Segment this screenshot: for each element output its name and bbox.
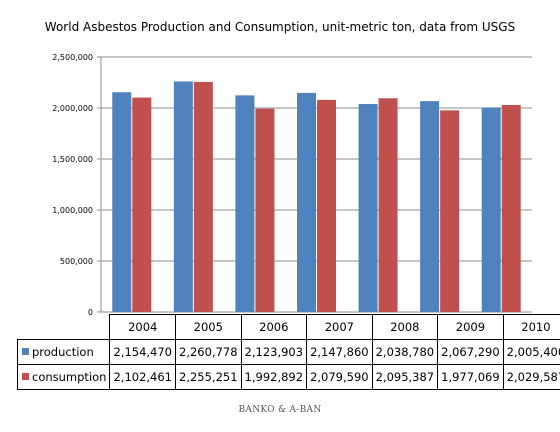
bar-consumption-2006 [255,108,275,313]
bar-production-2006 [235,95,255,312]
table-value-consumption-2004: 2,102,461 [109,364,176,390]
bar-production-2009 [420,101,440,313]
y-tick-label: 2,000,000 [52,104,93,113]
bar-consumption-2007 [317,99,336,312]
bar-consumption-2009 [440,110,460,312]
y-tick-label: 500,000 [60,257,93,266]
data-table-wrapper: 2004 2005 2006 2007 2008 2009 2010 production … [16,314,560,390]
table-value-production-2009: 2,067,290 [437,339,504,365]
bar-consumption-2010 [501,104,521,313]
table-category-2004: 2004 [109,314,176,340]
table-value-consumption-2010: 2,029,587 [502,364,560,390]
table-category-2010: 2010 [502,314,560,340]
bar-production-2010 [481,107,501,312]
y-tick-label: 2,500,000 [52,53,93,62]
series-label-production: production [16,339,111,365]
table-value-production-2006: 2,123,903 [240,339,308,365]
table-value-consumption-2009: 1,977,069 [437,364,504,390]
table-value-production-2008: 2,038,780 [371,339,439,365]
table-header-row: 2004 2005 2006 2007 2008 2009 2010 [17,314,560,340]
series-name-consumption: consumption [32,370,107,384]
chart-title: World Asbestos Production and Consumptio… [44,20,516,34]
table-corner [17,314,111,340]
table-value-production-2005: 2,260,778 [175,339,242,365]
consumption-legend-swatch [22,373,29,380]
table-value-consumption-2008: 2,095,387 [371,364,439,390]
y-tick-label: 0 [88,308,93,317]
table-value-consumption-2005: 2,255,251 [175,364,242,390]
table-category-2008: 2008 [371,314,439,340]
table-category-2005: 2005 [175,314,242,340]
bar-consumption-2005 [193,81,213,312]
table-category-2006: 2006 [240,314,308,340]
table-value-production-2007: 2,147,860 [306,339,373,365]
table-value-production-2004: 2,154,470 [109,339,176,365]
y-tick-label: 1,500,000 [52,155,93,164]
footer-credit: BANKO & A-BAN [238,405,322,415]
table-value-consumption-2006: 1,992,892 [240,364,308,390]
table-category-2009: 2009 [437,314,504,340]
data-table: 2004 2005 2006 2007 2008 2009 2010 production … [16,314,560,390]
bars [112,81,521,313]
bar-production-2004 [112,92,132,313]
table-row-consumption: consumption 2,102,461 2,255,251 1,992,892 2… [16,364,560,390]
table-category-2007: 2007 [306,314,373,340]
table-row-production: production 2,154,470 2,260,778 2,123,903 2,… [16,339,560,365]
y-axis: 0 500,000 1,000,000 1,500,000 2,000,000 2,500… [52,53,102,317]
table-value-consumption-2007: 2,079,590 [306,364,373,390]
bar-production-2008 [358,104,378,313]
series-name-production: production [32,345,94,359]
production-legend-swatch [22,348,29,355]
bar-consumption-2004 [132,97,152,312]
bar-consumption-2008 [378,98,398,312]
series-label-consumption: consumption [16,364,111,390]
bar-production-2007 [297,92,316,313]
y-tick-label: 1,000,000 [52,206,93,215]
bar-production-2005 [173,81,193,313]
gridlines [101,56,532,313]
table-value-production-2010: 2,005,400 [502,339,560,365]
